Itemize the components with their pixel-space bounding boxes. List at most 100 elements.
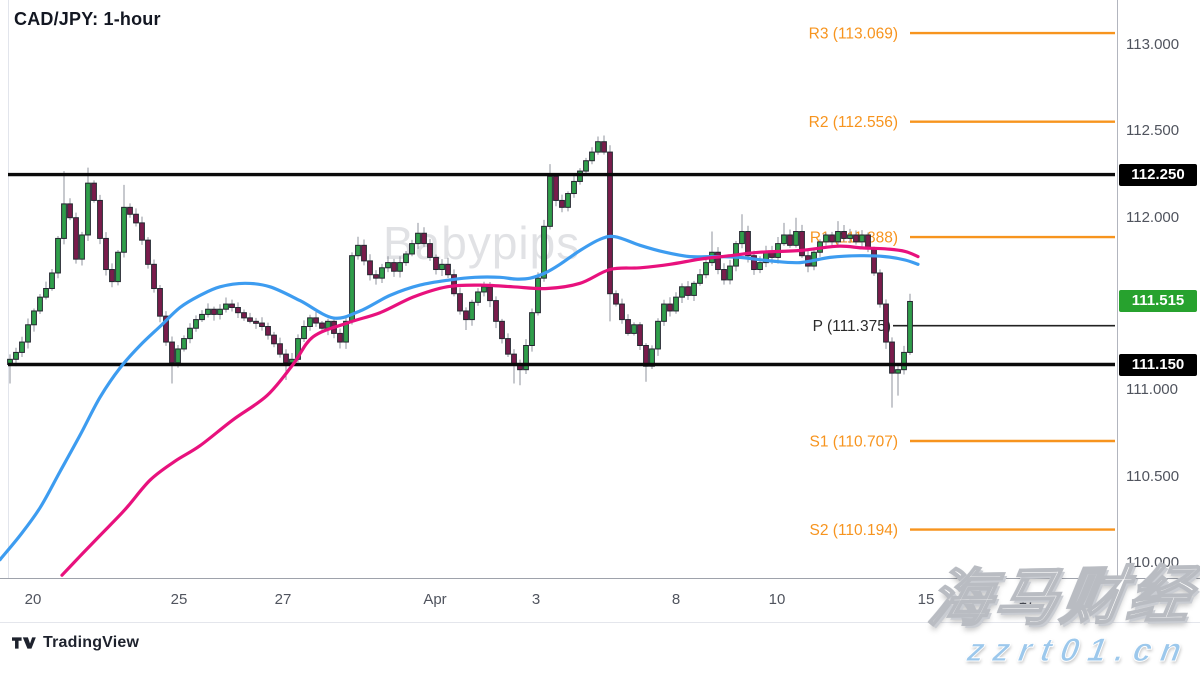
candle-wicks xyxy=(9,135,911,408)
candle-up xyxy=(535,277,541,314)
candle-up xyxy=(859,234,865,243)
price-axis[interactable]: 113.000 112.500 112.000 111.000 110.500 110.0… xyxy=(1117,0,1200,578)
candle-up xyxy=(301,326,307,340)
candle-down xyxy=(265,326,271,336)
candle-up xyxy=(217,308,223,315)
candle-up xyxy=(577,170,583,182)
candle-up xyxy=(85,182,91,236)
candle-up xyxy=(79,234,85,260)
candle-down xyxy=(463,310,469,321)
candle-down xyxy=(169,341,175,364)
candle-up xyxy=(469,301,475,321)
tradingview-logo[interactable]: TradingView xyxy=(12,634,139,652)
candle-up xyxy=(475,291,481,303)
candle-up xyxy=(115,251,121,283)
candle-up xyxy=(403,253,409,264)
candle-up xyxy=(31,310,37,326)
candle-up xyxy=(175,348,181,364)
candle-down xyxy=(133,213,139,224)
candle-down xyxy=(421,232,427,245)
candle-down xyxy=(319,322,325,329)
candle-up xyxy=(13,351,19,360)
site-watermark-url-text: zzrt01.cn xyxy=(964,631,1194,669)
candle-up xyxy=(121,206,127,253)
candle-up xyxy=(19,341,25,353)
time-tick-label: 10 xyxy=(768,591,786,608)
candle-up xyxy=(385,262,391,269)
candle-up xyxy=(223,303,229,310)
candle-down xyxy=(211,308,217,315)
footer-divider xyxy=(0,622,1200,623)
candle-up xyxy=(199,313,205,321)
time-tick-label: 15 xyxy=(917,591,935,608)
candle-up xyxy=(727,265,733,281)
candle-up xyxy=(847,234,853,239)
candle-up xyxy=(655,320,661,350)
candle-down xyxy=(157,288,163,317)
candle-down xyxy=(493,300,499,322)
time-tick-label: 25 xyxy=(170,591,188,608)
candle-up xyxy=(589,151,595,162)
candle-up xyxy=(697,274,703,284)
candle-down xyxy=(643,345,649,367)
candle-down xyxy=(787,234,793,246)
candle-up xyxy=(193,319,199,329)
pivot-label: P (111.375) xyxy=(813,318,891,335)
candle-down xyxy=(283,353,289,364)
candle-down xyxy=(145,239,151,265)
time-tick-label: 3 xyxy=(531,591,541,608)
candle-down xyxy=(127,206,133,215)
candle-up xyxy=(907,300,913,353)
time-tick-label: 8 xyxy=(671,591,681,608)
candle-down xyxy=(259,322,265,328)
candle-down xyxy=(637,324,643,347)
candle-down xyxy=(151,263,157,290)
candle-down xyxy=(445,263,451,276)
candle-down xyxy=(607,151,613,295)
candle-up xyxy=(649,348,655,367)
candle-up xyxy=(895,369,901,374)
candle-down xyxy=(487,286,493,302)
price-tick-label: 110.500 xyxy=(1126,467,1180,485)
time-axis[interactable]: 20 25 27 Apr 3 8 10 15 17 xyxy=(0,578,1200,622)
price-tick-label: 113.000 xyxy=(1126,36,1180,53)
time-tick-label: 20 xyxy=(24,591,42,608)
candle-down xyxy=(745,231,751,257)
price-chart-plot[interactable]: R3 (113.069)R2 (112.556)R1 (111.888)P (1… xyxy=(0,0,1117,578)
candle-down xyxy=(667,303,673,312)
candle-down xyxy=(109,269,115,283)
candle-down xyxy=(253,320,259,324)
candle-up xyxy=(673,296,679,312)
price-tick-label: 112.000 xyxy=(1126,208,1180,226)
pivot-label: R2 (112.556) xyxy=(809,114,898,131)
price-tick-label: 110.000 xyxy=(1126,554,1180,572)
candle-up xyxy=(547,175,553,227)
candle-down xyxy=(391,262,397,272)
candle-down xyxy=(601,141,607,153)
candle-down xyxy=(685,286,691,296)
candle-up xyxy=(757,262,763,271)
candle-down xyxy=(361,244,367,262)
tradingview-logo-text: TradingView xyxy=(43,634,140,651)
candle-up xyxy=(409,243,415,255)
candle-up xyxy=(679,286,685,298)
level-price-badge: 111.150 xyxy=(1119,353,1197,376)
candle-down xyxy=(613,293,619,305)
candle-up xyxy=(523,345,529,371)
candle-up xyxy=(37,296,43,312)
candle-up xyxy=(793,231,799,246)
candle-up xyxy=(529,312,535,347)
candle-down xyxy=(871,248,877,274)
candle-down xyxy=(235,307,241,314)
pivot-label: R3 (113.069) xyxy=(809,26,898,43)
candle-down xyxy=(373,274,379,279)
candle-down xyxy=(883,303,889,343)
candle-down xyxy=(619,303,625,321)
candle-down xyxy=(241,312,247,319)
candle-down xyxy=(277,343,283,355)
candle-down xyxy=(163,315,169,343)
candle-down xyxy=(625,319,631,334)
candle-up xyxy=(631,324,637,334)
candle-up xyxy=(823,234,829,243)
